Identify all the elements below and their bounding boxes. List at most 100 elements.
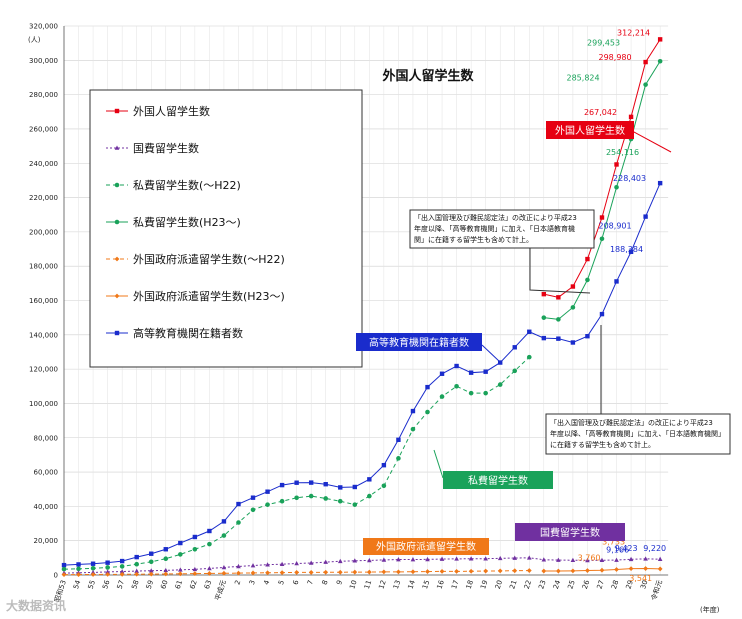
data-point [425,556,430,562]
data-point [512,568,518,574]
data-point [236,520,241,525]
data-point [541,335,547,341]
data-point [265,562,270,567]
data-point [221,519,227,524]
x-tick-label: 2 [233,579,242,586]
data-point [221,564,227,570]
series-1 [61,354,532,572]
data-point [468,370,474,375]
x-tick-label: 26 [581,579,592,590]
data-point [148,571,154,577]
x-tick-label: 58 [130,579,140,590]
x-tick-label: 18 [465,579,475,590]
data-point [599,557,605,563]
series-0 [61,180,663,568]
data-label-orange: 3,541 [629,574,652,583]
data-point [454,556,459,561]
data-label-purple: 9,220 [643,544,666,553]
x-tick-label: 24 [552,579,563,590]
legend-entry: 国費留学生数 [106,141,199,155]
legend-label: 私費留学生数(～H22) [133,178,241,192]
data-point [585,277,590,283]
callout-orange: 外国政府派遣留学生数 [376,540,476,553]
data-point [657,556,663,561]
data-point [454,568,459,574]
data-point [512,555,518,560]
note-1-line-1: 「出入国管理及び難民認定法」の改正により平成23 [414,213,577,222]
y-tick-label: 280,000 [29,91,58,99]
data-point [105,569,110,574]
x-tick-label: 14 [406,579,417,590]
data-point [527,329,532,334]
x-tick-label: 10 [348,579,358,590]
data-point [381,483,387,489]
x-tick-label: 22 [523,579,533,590]
data-point [410,569,416,575]
data-label-red: 312,214 [617,28,650,37]
data-point [323,482,328,487]
legend-marker [114,293,120,299]
data-point [614,567,619,572]
data-point [512,368,518,374]
data-point [134,568,139,573]
x-tick-label: 8 [321,579,330,586]
data-point [614,184,619,190]
data-point [134,561,139,567]
data-point [570,305,576,310]
series-group [61,37,663,578]
data-point [556,336,561,341]
y-tick-label: 120,000 [29,366,58,374]
x-tick-label: 27 [596,579,606,590]
data-point [657,58,663,64]
callout-purple: 国費留学生数 [540,526,600,539]
data-point [570,557,576,563]
legend-label: 高等教育機関在籍者数 [133,326,243,340]
data-point [207,541,212,547]
data-point [294,480,299,485]
data-point [585,334,590,339]
data-point [177,571,183,577]
legend-label: 外国人留学生数 [133,104,210,118]
data-point [279,498,285,504]
data-point [570,284,576,289]
legend-entry: 私費留学生数(～H22) [106,178,241,192]
data-point [76,566,81,572]
data-point [148,559,154,565]
note-2-line-1: 「出入国管理及び難民認定法」の改正により平成23 [550,418,713,427]
legend-marker [114,330,120,336]
data-label-red: 267,042 [584,108,617,117]
data-point [585,568,590,573]
data-point [221,533,227,538]
data-point [308,480,314,485]
data-point [119,569,125,574]
data-point [61,572,67,578]
legend-label: 私費留学生数(H23～) [133,215,241,229]
callout-purple-box [515,523,625,541]
data-point [555,568,561,574]
data-point [192,566,198,572]
y-tick-label: 100,000 [29,400,58,408]
data-point [541,291,547,297]
y-axis-unit: (人) [28,36,41,44]
series-line [63,356,530,570]
data-point [265,570,270,576]
legend-entry: 外国政府派遣留学生数(H23～) [106,289,285,303]
data-point [119,571,125,577]
legend-label: 国費留学生数 [133,141,199,155]
data-point [498,360,503,365]
x-tick-label: 30 [639,579,649,590]
data-label-blue: 188,384 [610,245,643,254]
data-point [585,557,590,563]
y-tick-label: 200,000 [29,228,58,236]
data-point [337,569,343,575]
x-tick-label: 7 [306,579,315,586]
data-point [425,409,430,415]
data-point [367,493,372,499]
data-point [90,572,96,577]
x-tick-label: 5 [277,579,286,586]
note-box-2 [545,413,731,455]
x-tick-label: 56 [101,579,112,590]
x-tick-label: 3 [248,579,257,586]
watermark: 大数据资讯 [6,598,66,613]
data-point [61,562,67,568]
